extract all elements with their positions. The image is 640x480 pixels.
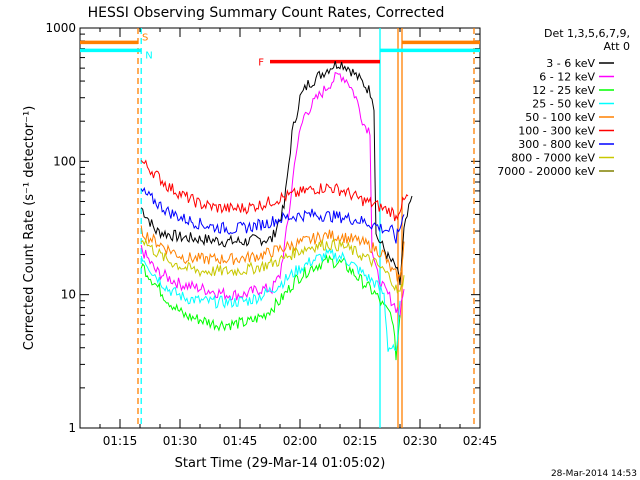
series-line-6 — [140, 186, 405, 244]
x-tick-label: 02:45 — [463, 434, 498, 448]
footer-date: 28-Mar-2014 14:53 — [551, 469, 637, 479]
series-line-0 — [140, 60, 413, 286]
series-line-3 — [140, 247, 401, 352]
chart-title: HESSI Observing Summary Count Rates, Cor… — [88, 5, 445, 21]
series-line-4 — [140, 225, 405, 282]
series-line-5 — [140, 159, 409, 222]
legend-label: 3 - 6 keV — [546, 57, 595, 70]
legend-label: 25 - 50 keV — [532, 98, 595, 111]
legend-header-line-1: Det 1,3,5,6,7,9, — [544, 27, 630, 40]
x-tick-label: 02:30 — [403, 434, 438, 448]
legend-label: 7000 - 20000 keV — [497, 165, 595, 178]
y-tick-label: 10 — [61, 288, 76, 302]
y-tick-label: 100 — [53, 154, 76, 168]
legend-header-line-2: Att 0 — [604, 40, 630, 53]
x-tick-label: 01:45 — [223, 434, 258, 448]
series-line-7 — [140, 237, 405, 294]
interval-label: N — [145, 50, 152, 61]
plot-frame — [79, 27, 481, 429]
time-interval-bars: SN F — [80, 32, 480, 69]
legend-label: 50 - 100 keV — [525, 111, 595, 124]
legend-label: 12 - 25 keV — [532, 84, 595, 97]
legend-label: 300 - 800 keV — [518, 138, 595, 151]
y-axis: 1 10 100 1000 — [45, 21, 480, 435]
interval-label: S — [142, 32, 148, 43]
x-tick-label: 01:15 — [103, 434, 138, 448]
legend-label: 800 - 7000 keV — [511, 152, 595, 165]
data-series — [140, 60, 413, 361]
x-tick-label: 01:30 — [163, 434, 198, 448]
y-tick-label: 1000 — [45, 21, 76, 35]
x-axis: 01:15 01:30 01:45 02:00 02:15 02:30 02:45 — [79, 28, 498, 448]
y-tick-label: 1 — [68, 421, 76, 435]
series-line-1 — [140, 71, 405, 318]
series-line-2 — [140, 254, 401, 361]
legend-label: 6 - 12 keV — [539, 71, 595, 84]
y-axis-label: Corrected Count Rate (s⁻¹ detector⁻¹) — [22, 106, 37, 351]
interval-label: F — [258, 58, 264, 69]
x-axis-label: Start Time (29-Mar-14 01:05:02) — [175, 456, 386, 471]
legend-label: 100 - 300 keV — [518, 125, 595, 138]
x-tick-label: 02:15 — [343, 434, 378, 448]
x-tick-label: 02:00 — [283, 434, 318, 448]
